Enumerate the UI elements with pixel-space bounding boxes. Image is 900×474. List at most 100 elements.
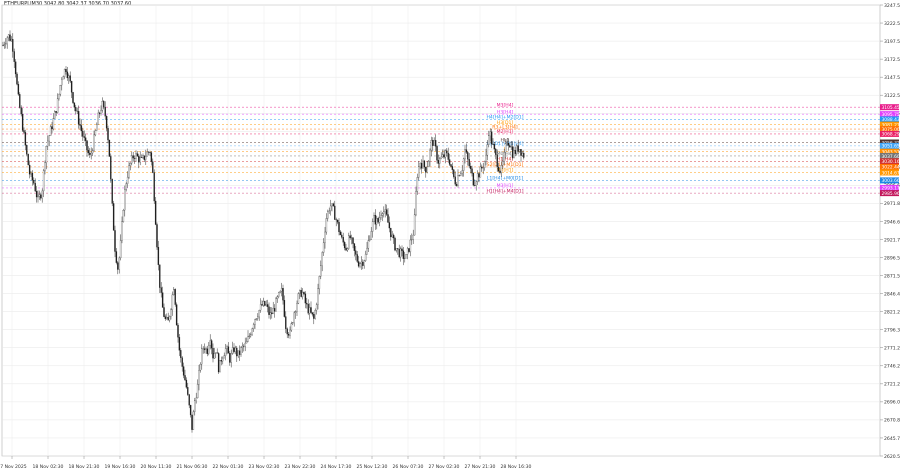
x-tick-label: 19 Nov 16:30 — [105, 464, 136, 470]
candle-body — [84, 137, 87, 141]
candle-body — [152, 161, 154, 173]
y-tick-label: 2620.50 — [884, 454, 900, 460]
candle-body — [17, 84, 20, 95]
candle-body — [416, 177, 419, 192]
candle-body — [7, 34, 10, 39]
price-badge — [880, 177, 899, 184]
candle-body — [329, 205, 332, 211]
candle-body — [483, 161, 486, 168]
candle-body — [72, 92, 74, 103]
candle-body — [486, 144, 489, 156]
candle-body — [360, 261, 363, 264]
candle-body — [77, 111, 80, 125]
price-badge-label: 3043.51 — [882, 150, 900, 156]
y-tick-label: 3247.50 — [884, 3, 900, 9]
candle-body — [103, 101, 105, 108]
candle-body — [238, 350, 241, 355]
candle-body — [318, 276, 321, 289]
candle-body — [377, 218, 379, 223]
candle-body — [52, 118, 55, 130]
candle-body — [451, 166, 454, 170]
candle-body — [468, 159, 470, 167]
candle-body — [16, 73, 18, 85]
candle-body — [359, 263, 361, 267]
candle-body — [489, 131, 491, 136]
candle-body — [143, 155, 146, 160]
price-badge-label: 3051.65 — [882, 144, 900, 150]
candle-body — [289, 329, 291, 336]
candle-body — [297, 293, 300, 304]
candle-body — [269, 312, 272, 315]
candle-body — [97, 112, 99, 125]
candle-body — [118, 257, 120, 270]
candle-body — [444, 150, 447, 158]
candle-body — [307, 303, 309, 314]
candle-body — [439, 158, 441, 164]
price-badge-label: 3014.67 — [882, 170, 900, 176]
candle-body — [464, 149, 466, 160]
candle-body — [301, 292, 304, 297]
price-badge — [880, 126, 899, 133]
y-tick-label: 2796.30 — [884, 328, 900, 334]
candle-body — [454, 176, 456, 185]
price-badge-label: 3081.21 — [882, 122, 900, 128]
candle-body — [488, 135, 490, 145]
level-line-label: S2[D1]+M1[D1] — [487, 162, 524, 168]
candle-body — [3, 44, 6, 46]
candle-body — [105, 116, 108, 129]
candle-body — [258, 310, 260, 318]
candle-body — [402, 250, 405, 259]
candle-body — [521, 152, 524, 156]
candle-body — [132, 155, 134, 159]
candle-body — [86, 140, 88, 151]
candle-body — [457, 175, 459, 186]
price-badge — [880, 142, 899, 149]
price-axis[interactable]: 3247.50 3222.50 3197.50 3172.50 3147.50 3122.… — [880, 3, 900, 460]
candle-body — [195, 397, 197, 401]
candle-body — [100, 110, 102, 114]
candle-body — [56, 98, 59, 113]
candle-body — [440, 156, 442, 159]
candle-body — [443, 154, 445, 158]
candle-body — [278, 292, 280, 297]
price-badge-label: 3088.43 — [882, 117, 900, 123]
candle-body — [145, 156, 147, 160]
candle-body — [89, 152, 91, 155]
candle-body — [117, 262, 119, 270]
candle-body — [268, 306, 270, 315]
level-line-label: H1[H4] — [497, 157, 514, 163]
candle-body — [234, 347, 237, 352]
x-tick-label: 27 Nov 02:30 — [429, 464, 460, 470]
candle-body — [226, 346, 228, 349]
candle-body — [353, 243, 356, 251]
candle-body — [475, 181, 477, 186]
y-tick-label: 3197.50 — [884, 39, 900, 45]
candle-body — [206, 348, 209, 354]
candle-body — [230, 353, 232, 363]
candle-body — [254, 319, 256, 325]
candle-body — [248, 335, 251, 337]
candle-body — [325, 218, 328, 233]
candle-body — [479, 166, 482, 178]
candle-body — [203, 348, 206, 350]
y-tick-label: 2670.80 — [884, 418, 900, 424]
candle-body — [163, 307, 165, 317]
x-tick-label: 23 Nov 02:30 — [249, 464, 280, 470]
level-line-label: M3[H1] — [497, 183, 514, 189]
candle-body — [507, 142, 510, 146]
time-axis[interactable]: 17 Nov 2025 18 Nov 02:30 18 Nov 21:30 19 No… — [0, 456, 532, 470]
candle-body — [266, 304, 269, 307]
candle-body — [346, 248, 349, 251]
candle-body — [121, 221, 123, 241]
candle-body — [504, 143, 507, 153]
candle-body — [10, 39, 13, 41]
candle-body — [471, 168, 473, 174]
y-tick-label: 2871.50 — [884, 273, 900, 279]
candle-body — [80, 125, 83, 132]
candle-body — [111, 179, 113, 204]
candle-body — [259, 304, 262, 311]
candle-body — [37, 196, 39, 198]
level-line-label: M0[H1] — [497, 168, 514, 174]
plot-frame — [1, 4, 881, 457]
